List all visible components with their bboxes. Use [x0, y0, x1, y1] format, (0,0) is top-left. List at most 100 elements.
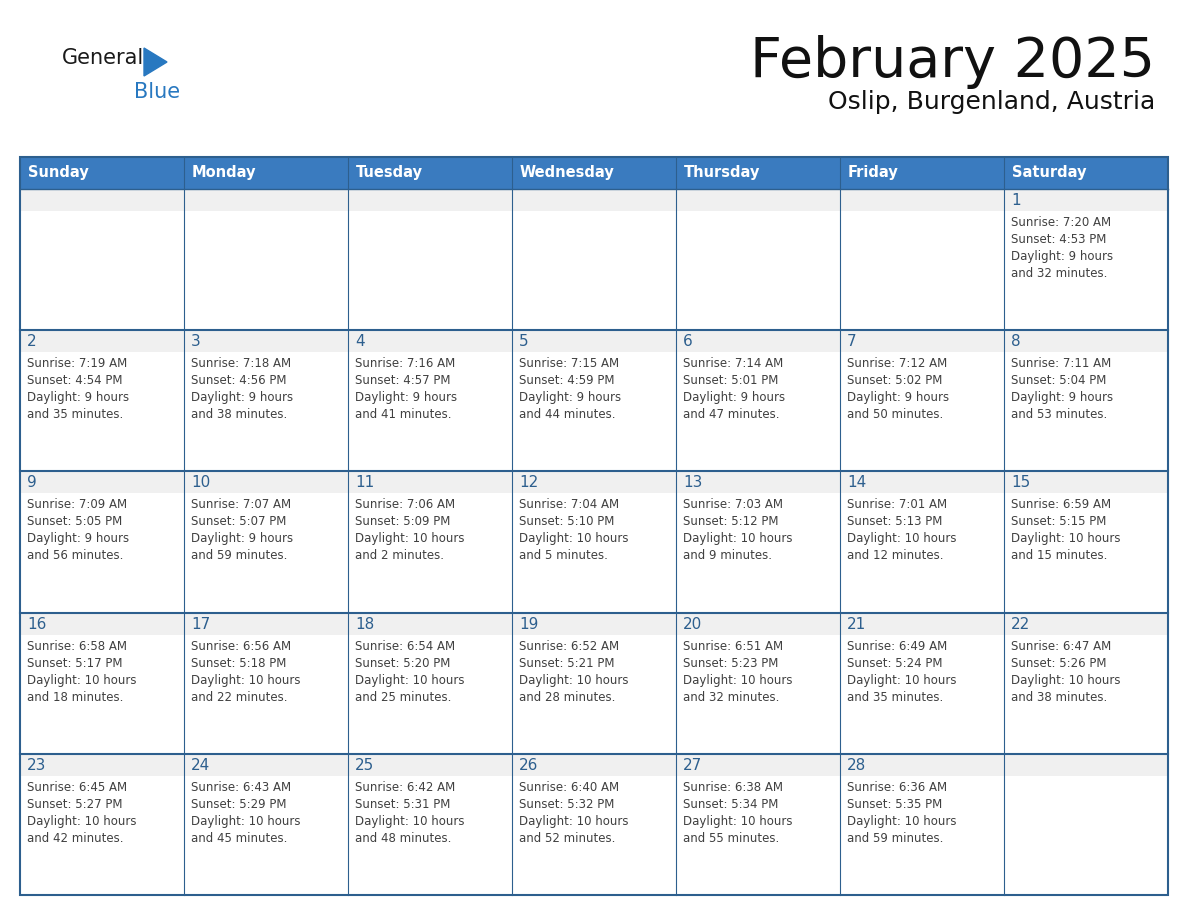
- Text: Sunset: 5:24 PM: Sunset: 5:24 PM: [847, 656, 942, 669]
- Text: Daylight: 9 hours: Daylight: 9 hours: [27, 391, 129, 404]
- Bar: [184, 472, 348, 493]
- Bar: [840, 330, 1004, 353]
- Text: Sunset: 5:34 PM: Sunset: 5:34 PM: [683, 798, 778, 811]
- Bar: [20, 157, 184, 189]
- Bar: [1004, 634, 1168, 754]
- Bar: [348, 472, 512, 493]
- Bar: [512, 612, 676, 634]
- Bar: [840, 157, 1004, 189]
- Bar: [20, 330, 184, 353]
- Text: Daylight: 9 hours: Daylight: 9 hours: [191, 391, 293, 404]
- Text: 6: 6: [683, 334, 693, 349]
- Text: Blue: Blue: [134, 82, 181, 102]
- Bar: [1004, 776, 1168, 895]
- Text: Daylight: 10 hours: Daylight: 10 hours: [355, 815, 465, 828]
- Text: Sunrise: 7:01 AM: Sunrise: 7:01 AM: [847, 498, 947, 511]
- Text: Sunset: 5:26 PM: Sunset: 5:26 PM: [1011, 656, 1106, 669]
- Text: Daylight: 10 hours: Daylight: 10 hours: [355, 532, 465, 545]
- Bar: [20, 493, 184, 612]
- Text: 2: 2: [27, 334, 37, 349]
- Text: 22: 22: [1011, 617, 1030, 632]
- Text: Thursday: Thursday: [684, 165, 760, 181]
- Text: Wednesday: Wednesday: [520, 165, 614, 181]
- Text: 9: 9: [27, 476, 37, 490]
- Bar: [512, 157, 676, 189]
- Text: Sunset: 4:54 PM: Sunset: 4:54 PM: [27, 375, 122, 387]
- Text: Daylight: 9 hours: Daylight: 9 hours: [1011, 250, 1113, 263]
- Text: Daylight: 10 hours: Daylight: 10 hours: [1011, 532, 1120, 545]
- Bar: [840, 472, 1004, 493]
- Text: and 56 minutes.: and 56 minutes.: [27, 549, 124, 563]
- Text: 16: 16: [27, 617, 46, 632]
- Text: Daylight: 9 hours: Daylight: 9 hours: [355, 391, 457, 404]
- Text: Sunset: 5:23 PM: Sunset: 5:23 PM: [683, 656, 778, 669]
- Bar: [20, 776, 184, 895]
- Text: Sunrise: 6:40 AM: Sunrise: 6:40 AM: [519, 781, 619, 794]
- Bar: [840, 493, 1004, 612]
- Bar: [676, 493, 840, 612]
- Text: 3: 3: [191, 334, 201, 349]
- Bar: [512, 634, 676, 754]
- Bar: [184, 754, 348, 776]
- Text: Sunrise: 6:38 AM: Sunrise: 6:38 AM: [683, 781, 783, 794]
- Text: 13: 13: [683, 476, 702, 490]
- Text: Sunrise: 6:47 AM: Sunrise: 6:47 AM: [1011, 640, 1111, 653]
- Bar: [512, 754, 676, 776]
- Text: and 45 minutes.: and 45 minutes.: [191, 832, 287, 845]
- Bar: [840, 776, 1004, 895]
- Bar: [184, 612, 348, 634]
- Bar: [676, 353, 840, 472]
- Text: Sunrise: 6:58 AM: Sunrise: 6:58 AM: [27, 640, 127, 653]
- Bar: [1004, 472, 1168, 493]
- Text: and 47 minutes.: and 47 minutes.: [683, 409, 779, 421]
- Text: Daylight: 10 hours: Daylight: 10 hours: [683, 815, 792, 828]
- Text: and 53 minutes.: and 53 minutes.: [1011, 409, 1107, 421]
- Text: Sunset: 5:27 PM: Sunset: 5:27 PM: [27, 798, 122, 811]
- Bar: [20, 612, 184, 634]
- Bar: [840, 634, 1004, 754]
- Bar: [676, 211, 840, 330]
- Text: and 18 minutes.: and 18 minutes.: [27, 690, 124, 703]
- Bar: [676, 472, 840, 493]
- Text: and 44 minutes.: and 44 minutes.: [519, 409, 615, 421]
- Text: Sunset: 5:01 PM: Sunset: 5:01 PM: [683, 375, 778, 387]
- Bar: [20, 754, 184, 776]
- Text: Sunrise: 6:42 AM: Sunrise: 6:42 AM: [355, 781, 455, 794]
- Text: Sunrise: 6:45 AM: Sunrise: 6:45 AM: [27, 781, 127, 794]
- Text: Sunset: 5:02 PM: Sunset: 5:02 PM: [847, 375, 942, 387]
- Bar: [1004, 612, 1168, 634]
- Text: Daylight: 10 hours: Daylight: 10 hours: [191, 815, 301, 828]
- Text: 21: 21: [847, 617, 866, 632]
- Text: Daylight: 10 hours: Daylight: 10 hours: [27, 815, 137, 828]
- Text: Daylight: 9 hours: Daylight: 9 hours: [191, 532, 293, 545]
- Text: Sunrise: 7:15 AM: Sunrise: 7:15 AM: [519, 357, 619, 370]
- Bar: [1004, 493, 1168, 612]
- Text: Sunset: 5:04 PM: Sunset: 5:04 PM: [1011, 375, 1106, 387]
- Bar: [348, 211, 512, 330]
- Text: Daylight: 10 hours: Daylight: 10 hours: [847, 532, 956, 545]
- Text: Daylight: 9 hours: Daylight: 9 hours: [519, 391, 621, 404]
- Text: and 12 minutes.: and 12 minutes.: [847, 549, 943, 563]
- Bar: [840, 211, 1004, 330]
- Text: Sunrise: 7:18 AM: Sunrise: 7:18 AM: [191, 357, 291, 370]
- Text: Sunset: 5:17 PM: Sunset: 5:17 PM: [27, 656, 122, 669]
- Text: and 59 minutes.: and 59 minutes.: [191, 549, 287, 563]
- Text: Sunset: 5:31 PM: Sunset: 5:31 PM: [355, 798, 450, 811]
- Text: 8: 8: [1011, 334, 1020, 349]
- Bar: [1004, 353, 1168, 472]
- Text: Sunset: 5:05 PM: Sunset: 5:05 PM: [27, 515, 122, 529]
- Text: Sunrise: 7:09 AM: Sunrise: 7:09 AM: [27, 498, 127, 511]
- Bar: [348, 189, 512, 211]
- Text: Sunrise: 7:11 AM: Sunrise: 7:11 AM: [1011, 357, 1111, 370]
- Bar: [348, 612, 512, 634]
- Text: 15: 15: [1011, 476, 1030, 490]
- Text: and 59 minutes.: and 59 minutes.: [847, 832, 943, 845]
- Text: Daylight: 9 hours: Daylight: 9 hours: [847, 391, 949, 404]
- Bar: [512, 211, 676, 330]
- Text: 27: 27: [683, 757, 702, 773]
- Bar: [1004, 754, 1168, 776]
- Bar: [184, 353, 348, 472]
- Polygon shape: [144, 48, 168, 76]
- Bar: [512, 330, 676, 353]
- Text: 5: 5: [519, 334, 529, 349]
